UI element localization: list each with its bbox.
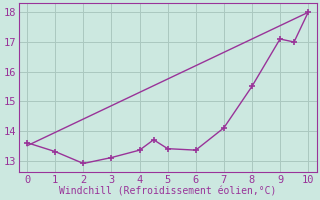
X-axis label: Windchill (Refroidissement éolien,°C): Windchill (Refroidissement éolien,°C) bbox=[59, 187, 276, 197]
